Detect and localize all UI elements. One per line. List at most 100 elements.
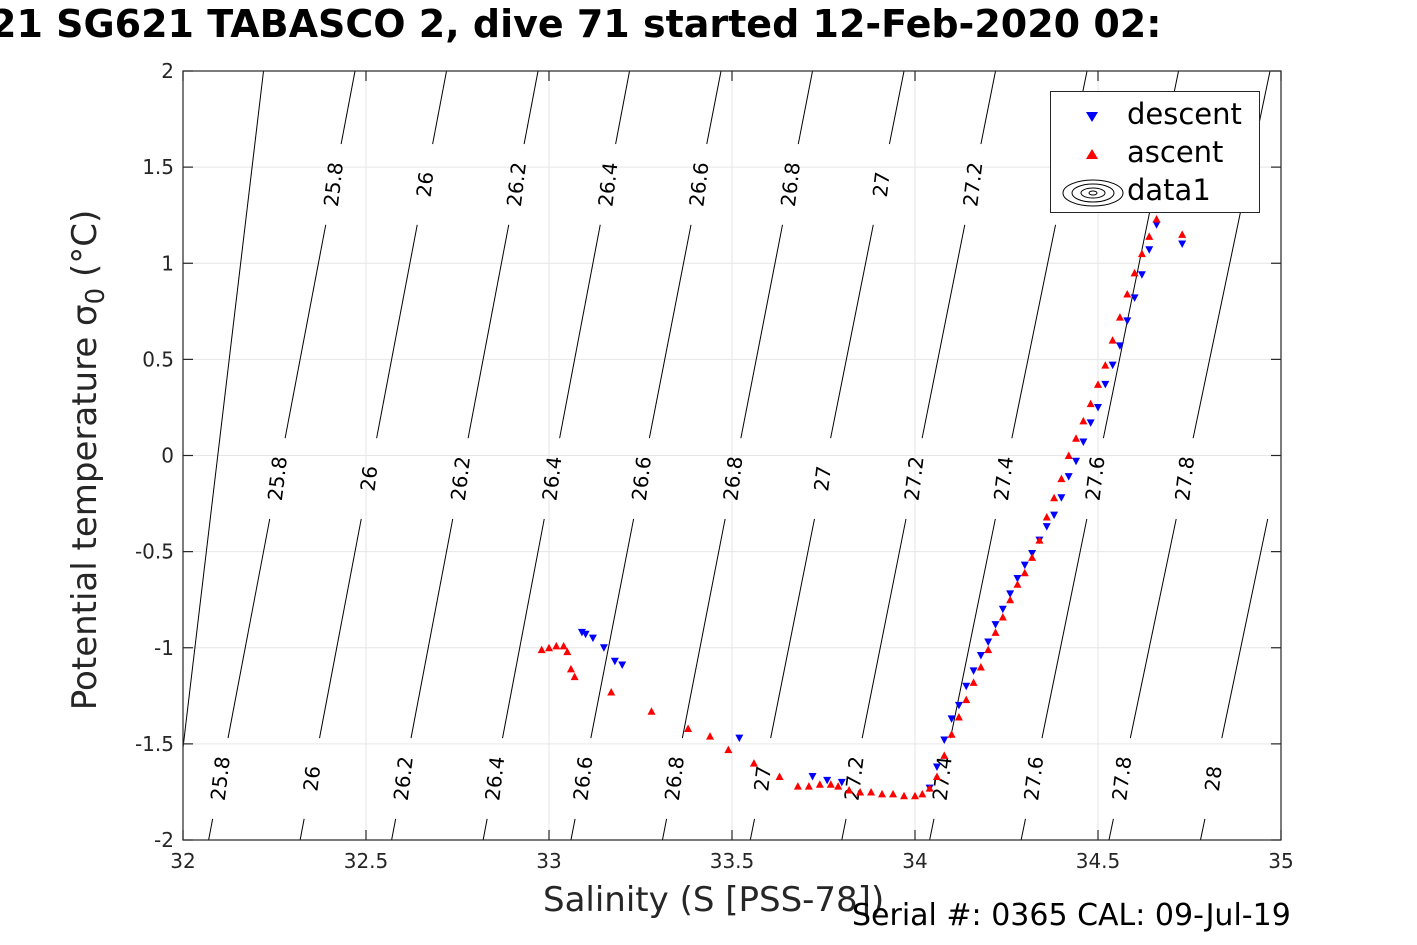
- isopycnal-label: 27: [868, 170, 895, 198]
- isopycnal-line: [648, 224, 692, 439]
- isopycnal-label: 27.4: [928, 755, 957, 802]
- isopycnal-label: 27: [749, 764, 776, 792]
- y-axis-label-symbol: σ: [65, 304, 106, 326]
- ascent-point: [947, 730, 956, 738]
- y-axis-label-unit: (°C): [65, 209, 106, 288]
- descent-point: [808, 773, 817, 781]
- isopycnal-label: 26: [356, 465, 383, 493]
- ascent-point: [566, 664, 575, 673]
- isopycnal-line: [1199, 818, 1206, 840]
- descent-point: [954, 701, 963, 710]
- ascent-point: [1145, 232, 1154, 240]
- ascent-point: [749, 759, 758, 767]
- isopycnal-line: [615, 71, 631, 145]
- descent-point: [1145, 246, 1154, 254]
- ascent-series: [537, 195, 1187, 800]
- isopycnal-line: [749, 818, 756, 840]
- ascent-point: [1072, 434, 1081, 442]
- ascent-point: [1152, 215, 1161, 223]
- isopycnal-line: [482, 818, 488, 840]
- descent-point: [618, 661, 627, 670]
- isopycnal-line: [1129, 518, 1177, 739]
- descent-point: [1178, 240, 1187, 249]
- isopycnal-line: [284, 224, 327, 439]
- isopycnal-label: 26.2: [502, 161, 531, 208]
- descent-point: [1108, 361, 1117, 370]
- ascent-point: [1108, 336, 1117, 344]
- isopycnal-line: [570, 818, 576, 840]
- isopycnal-label: 25.8: [263, 455, 292, 502]
- ascent-point: [1123, 290, 1132, 298]
- isopycnal-label: 27.2: [900, 455, 929, 502]
- isopycnal-line: [1108, 818, 1114, 840]
- descent-point: [837, 778, 846, 787]
- isopycnal-line: [410, 518, 454, 739]
- x-tick-label: 32: [170, 849, 195, 873]
- isopycnal-line: [1011, 224, 1057, 439]
- isopycnal-line: [299, 818, 305, 840]
- y-tick-label: 2: [161, 59, 174, 83]
- isopycnal-line: [661, 818, 668, 840]
- descent-point: [1137, 271, 1146, 279]
- y-axis-label-main: Potential temperature: [65, 325, 106, 711]
- isopycnal-line: [770, 518, 815, 739]
- axes: 32 32.5 33 33.5 34 34.5 35 -2 -1.5 -1 -0.5 0 0.5 1 1.5…: [135, 59, 1294, 873]
- legend-descent-marker: [1086, 112, 1098, 122]
- ascent-point: [559, 641, 568, 650]
- isopycnal-label: 26.2: [389, 755, 418, 802]
- y-tick-label: 1.5: [142, 155, 174, 179]
- ascent-point: [607, 687, 616, 696]
- isopycnal-label: 25.8: [319, 161, 348, 208]
- ascent-point: [647, 707, 656, 715]
- isopycnal-line: [980, 71, 997, 145]
- x-tick-label: 33.5: [710, 849, 755, 873]
- isopycnal-line: [830, 224, 874, 439]
- isopycnal-line: [681, 518, 726, 739]
- x-tick-label: 32.5: [344, 849, 389, 873]
- ascent-point: [940, 751, 949, 759]
- descent-point: [610, 657, 619, 666]
- descent-point: [1086, 419, 1095, 427]
- ascent-point: [775, 772, 784, 781]
- ascent-point: [954, 712, 963, 721]
- isopycnal-line: [1221, 518, 1269, 739]
- ascent-point: [1086, 399, 1095, 408]
- ascent-point: [815, 780, 824, 788]
- ascent-point: [998, 612, 1007, 621]
- x-tick-label: 34.5: [1076, 849, 1121, 873]
- ascent-point: [552, 641, 561, 650]
- isopycnal-line: [559, 224, 601, 439]
- isopycnal-label: 26.6: [627, 455, 656, 502]
- isopycnal-line: [950, 518, 996, 739]
- descent-point: [947, 715, 956, 723]
- isopycnal-label: 27.8: [1170, 455, 1199, 502]
- ascent-point: [984, 645, 993, 654]
- ascent-point: [1035, 536, 1044, 544]
- x-tick-label: 34: [902, 849, 927, 873]
- ascent-point: [1006, 595, 1015, 604]
- isopycnal-line: [391, 818, 397, 840]
- ascent-point: [900, 791, 909, 800]
- x-tick-label: 35: [1268, 849, 1293, 873]
- legend-ascent-marker: [1086, 149, 1098, 159]
- descent-point: [998, 605, 1007, 614]
- isopycnal-line: [376, 224, 418, 439]
- descent-point: [984, 638, 993, 646]
- y-tick-label: 0.5: [142, 347, 174, 371]
- ascent-point: [826, 780, 835, 788]
- ascent-point: [793, 782, 802, 790]
- isopycnal-line: [502, 518, 545, 739]
- density-contours: [183, 71, 1330, 840]
- isopycnal-label: 26.6: [568, 755, 597, 802]
- isopycnal-line: [1285, 225, 1330, 438]
- ascent-point: [537, 645, 546, 654]
- isopycnal-line: [706, 71, 722, 145]
- isopycnal-line: [319, 518, 362, 739]
- isopycnal-label: 26.2: [446, 455, 475, 502]
- y-tick-label: -2: [154, 828, 174, 852]
- chart-title-text: 21 SG621 TABASCO 2, dive 71 started 12-F…: [0, 2, 1162, 46]
- isopycnal-line: [861, 518, 907, 739]
- y-axis-label: Potential temperature σ0 (°C): [65, 210, 111, 710]
- descent-point: [1072, 457, 1081, 466]
- descent-point: [1064, 473, 1073, 481]
